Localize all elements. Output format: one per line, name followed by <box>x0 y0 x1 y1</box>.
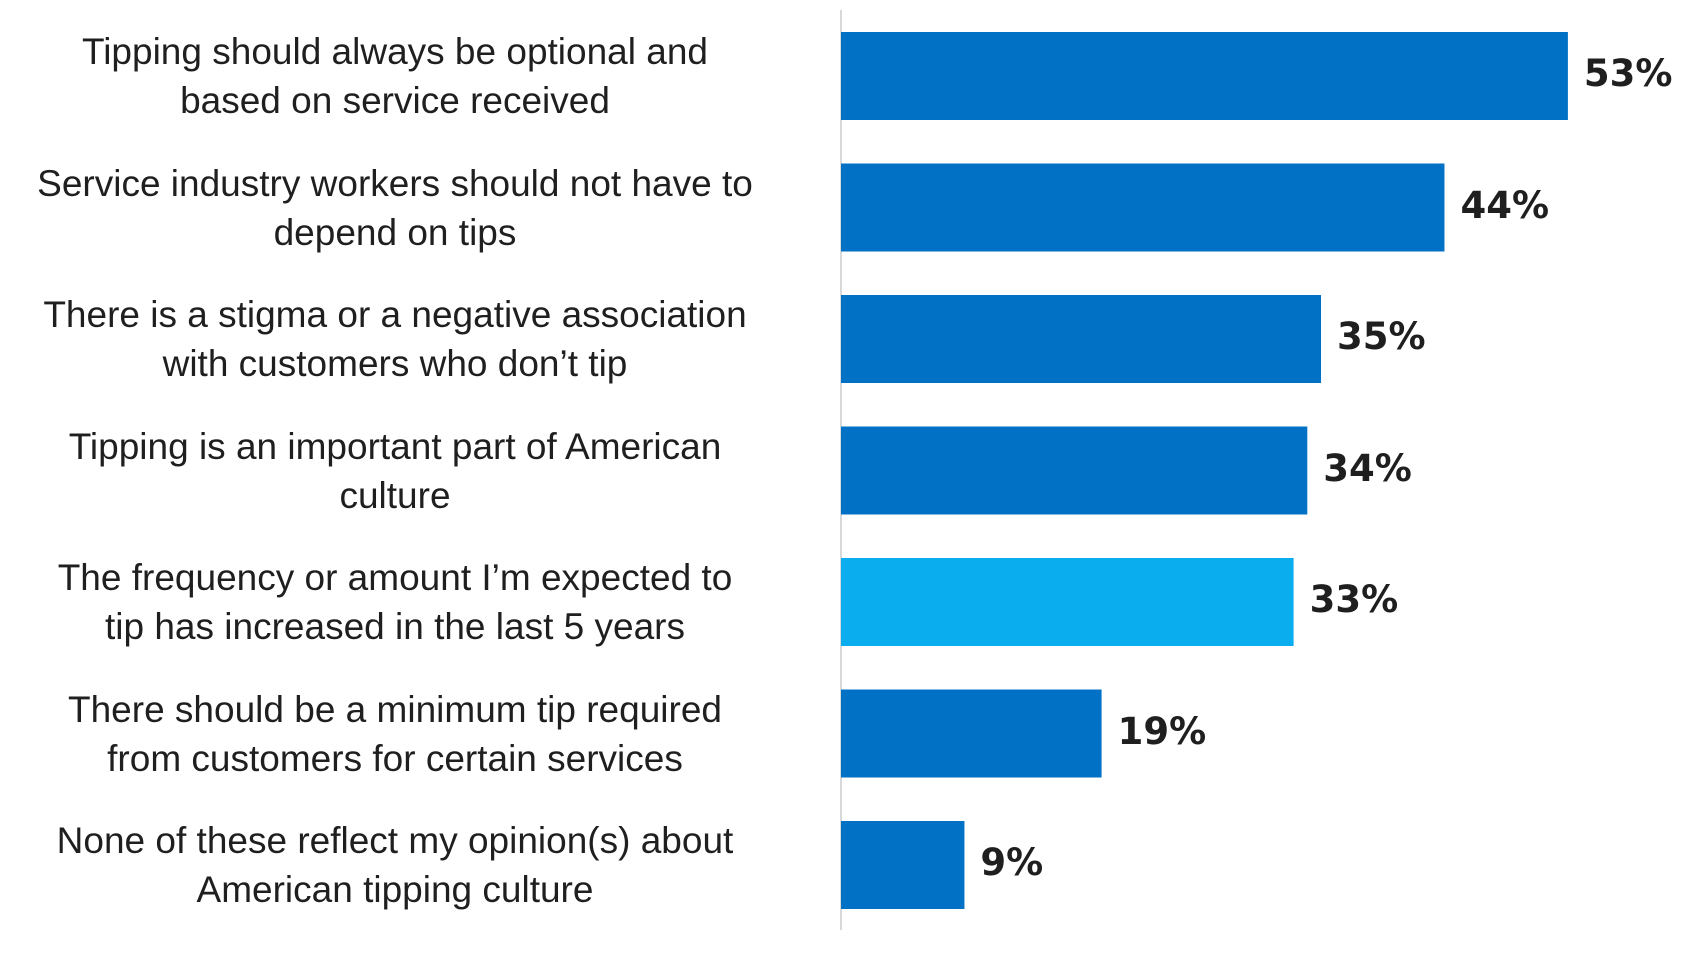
bar-value-label: 35% <box>1337 315 1426 358</box>
category-label: Tipping is an important part of American… <box>68 425 722 516</box>
bar <box>841 558 1294 646</box>
category-label: Tipping should always be optional and ba… <box>81 31 708 121</box>
bar-value-label: 53% <box>1583 52 1673 95</box>
bar-value-label: 19% <box>1117 709 1207 753</box>
category-label: None of these reflect my opinion(s) abou… <box>56 820 734 910</box>
category-label: The frequency or amount I’m expected to … <box>57 557 733 647</box>
bar <box>841 295 1322 383</box>
bar <box>841 163 1445 252</box>
bar-value-label: 9% <box>980 841 1044 884</box>
bar-value-label: 44% <box>1460 183 1550 227</box>
category-label: There is a stigma or a negative associat… <box>43 294 747 384</box>
bar <box>841 426 1308 515</box>
bar-value-label: 34% <box>1323 446 1412 490</box>
bar <box>841 689 1102 778</box>
category-label: There should be a minimum tip required f… <box>68 688 722 779</box>
bar <box>841 32 1568 120</box>
bar-value-label: 33% <box>1309 578 1399 621</box>
category-label: Service industry workers should not have… <box>37 162 753 253</box>
bar <box>841 821 965 909</box>
